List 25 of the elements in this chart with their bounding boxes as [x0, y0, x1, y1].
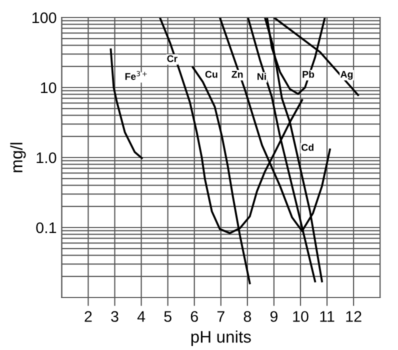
x-axis-title: pH units: [191, 330, 251, 346]
series-label: Cr: [167, 55, 178, 62]
x-tick-label: 5: [164, 311, 172, 322]
x-tick-label: 7: [217, 311, 224, 322]
series-label: Ni: [258, 72, 266, 80]
series-label: Zn: [232, 71, 243, 78]
x-tick-label: 2: [84, 311, 92, 322]
x-tick-label: 8: [244, 311, 252, 322]
y-axis-title: mg/l: [10, 142, 26, 172]
series-label: Cd: [302, 144, 314, 151]
x-tick-label: 3: [111, 311, 118, 322]
x-tick-label: 12: [346, 311, 362, 322]
x-tick-label: 9: [270, 311, 278, 322]
x-tick-label: 10: [293, 311, 308, 322]
y-tick-label: 100: [32, 12, 56, 24]
x-tick-label: 11: [320, 311, 334, 322]
x-tick-label: 4: [137, 311, 146, 322]
series-label: Fe$^{3+}$: [125, 71, 147, 80]
y-tick-label: 0.1: [36, 222, 56, 234]
series-label: Ag: [340, 70, 353, 80]
x-tick-label: 6: [190, 311, 198, 322]
series-label: Cu: [205, 70, 218, 78]
y-tick-label: 10: [41, 82, 56, 94]
series-label: Pb: [302, 70, 314, 78]
y-tick-label: 1.0: [36, 152, 56, 164]
